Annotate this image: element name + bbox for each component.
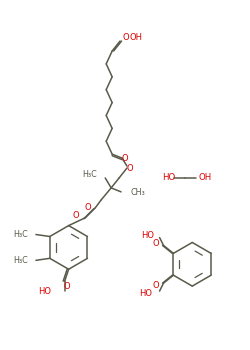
Text: H₃C: H₃C xyxy=(13,256,28,265)
Text: O: O xyxy=(122,154,128,163)
Text: O: O xyxy=(73,211,80,220)
Text: O: O xyxy=(122,33,129,42)
Text: O: O xyxy=(63,282,70,290)
Text: HO: HO xyxy=(162,174,176,182)
Text: CH₃: CH₃ xyxy=(131,188,146,197)
Text: HO: HO xyxy=(139,288,152,298)
Text: OH: OH xyxy=(130,33,143,42)
Text: O: O xyxy=(85,203,91,212)
Text: O: O xyxy=(153,239,160,248)
Text: OH: OH xyxy=(198,174,211,182)
Text: HO: HO xyxy=(38,287,51,295)
Text: H₃C: H₃C xyxy=(82,169,97,178)
Text: H₃C: H₃C xyxy=(13,230,28,239)
Text: O: O xyxy=(153,281,160,289)
Text: HO: HO xyxy=(141,231,154,240)
Text: O: O xyxy=(127,163,133,173)
